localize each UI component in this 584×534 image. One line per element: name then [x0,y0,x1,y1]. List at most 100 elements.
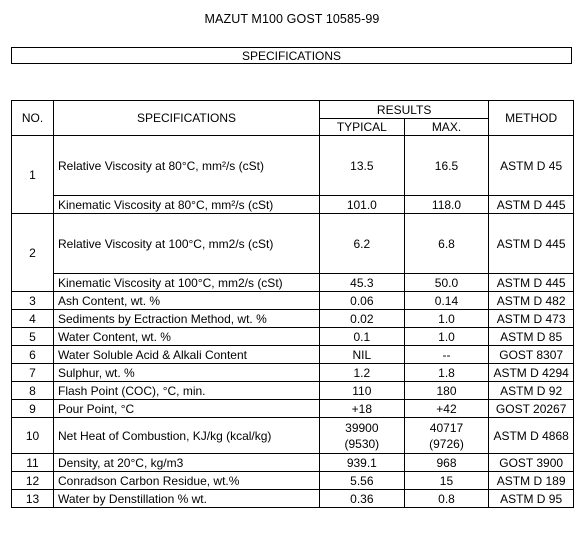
row-max: 15 [403,471,490,490]
table-row: 12 Conradson Carbon Residue, wt.% 5.56 1… [11,471,574,490]
row-max: 40717 (9726) [403,417,490,454]
header-typical: TYPICAL [319,118,405,136]
row-typical-kcal: (9530) [344,436,380,451]
table-row: 13 Water by Denstillation % wt. 0.36 0.8… [11,489,574,508]
row-method: GOST 20267 [488,399,574,418]
row-max: 0.8 [403,489,490,508]
table-row: Kinematic Viscosity at 100°C, mm2/s (cSt… [12,273,574,292]
row-typical: +18 [319,399,405,418]
row-method: ASTM D 482 [488,291,574,310]
row-max-kcal: (9726) [429,436,464,451]
row-max: 6.8 [403,213,490,274]
row-typical: 6.2 [319,213,405,274]
row-method: ASTM D 445 [488,213,574,274]
row-spec: Conradson Carbon Residue, wt.% [53,471,320,490]
row-method: ASTM D 92 [488,381,574,400]
table-row: 11 Density, at 20°C, kg/m3 939.1 968 GOS… [11,453,574,472]
row-typical: 45.3 [319,273,405,292]
header-method: METHOD [488,100,574,136]
row-no: 8 [11,381,54,400]
row-typical: 1.2 [319,363,405,382]
row-spec: Water Soluble Acid & Alkali Content [53,345,320,364]
row-typical: 101.0 [319,195,405,214]
row-typical: 0.36 [319,489,405,508]
row-typical: 5.56 [319,471,405,490]
row-no: 7 [11,363,54,382]
row-spec: Flash Point (COC), °C, min. [53,381,320,400]
row-max: 0.14 [403,291,490,310]
section-header: SPECIFICATIONS [11,47,572,64]
row-no: 4 [11,309,54,328]
row-method: ASTM D 85 [488,327,574,346]
row-spec: Relative Viscosity at 100°C, mm2/s (cSt) [53,213,320,274]
row-max: 180 [403,381,490,400]
row-typical: 939.1 [319,453,405,472]
row-method: ASTM D 45 [488,135,574,196]
row-no: 13 [11,489,54,508]
table-row: 2 Relative Viscosity at 100°C, mm2/s (cS… [11,213,574,292]
row-spec: Relative Viscosity at 80°C, mm²/s (cSt) [53,135,320,196]
table-row: 6 Water Soluble Acid & Alkali Content NI… [11,345,574,364]
row-typical: 0.06 [319,291,405,310]
header-max: MAX. [403,118,490,136]
row-spec: Water by Denstillation % wt. [53,489,320,508]
row-typical: 39900 (9530) [319,417,405,454]
row-no: 1 [11,135,54,214]
table-row: 10 Net Heat of Combustion, KJ/kg (kcal/k… [11,417,574,454]
table-row: 9 Pour Point, °C +18 +42 GOST 20267 [11,399,574,418]
table-row: 1 Relative Viscosity at 80°C, mm²/s (cSt… [11,135,574,214]
row-typical-kj: 39900 [345,420,379,435]
table-row: 8 Flash Point (COC), °C, min. 110 180 AS… [11,381,574,400]
row-method: ASTM D 4294 [488,363,574,382]
row-typical: NIL [319,345,405,364]
row-max: -- [403,345,490,364]
row-max-kj: 40717 [429,420,464,435]
header-specifications: SPECIFICATIONS [53,100,320,136]
row-spec: Ash Content, wt. % [53,291,320,310]
header-no: NO. [11,100,54,136]
row-spec: Net Heat of Combustion, KJ/kg (kcal/kg) [53,417,320,454]
row-spec: Kinematic Viscosity at 80°C, mm²/s (cSt) [53,195,320,214]
row-max: +42 [403,399,490,418]
table-header-row: NO. SPECIFICATIONS RESULTS METHOD [11,100,574,136]
row-method: ASTM D 189 [488,471,574,490]
header-results: RESULTS [318,100,490,119]
table-row: 4 Sediments by Ectraction Method, wt. % … [11,309,574,328]
row-no: 3 [11,291,54,310]
row-max: 968 [403,453,490,472]
row-no: 5 [11,327,54,346]
specifications-table: NO. SPECIFICATIONS RESULTS METHOD TYPICA… [11,100,574,508]
row-max: 1.0 [403,309,490,328]
table-row: 5 Water Content, wt. % 0.1 1.0 ASTM D 85 [11,327,574,346]
row-spec: Density, at 20°C, kg/m3 [53,453,320,472]
row-typical: 13.5 [319,135,405,196]
row-method: GOST 3900 [488,453,574,472]
row-spec: Kinematic Viscosity at 100°C, mm2/s (cSt… [53,273,320,292]
row-method: ASTM D 4868 [488,417,574,454]
row-spec: Water Content, wt. % [53,327,320,346]
row-no: 10 [11,417,54,454]
table-row: 3 Ash Content, wt. % 0.06 0.14 ASTM D 48… [11,291,574,310]
row-method: ASTM D 445 [488,195,574,214]
row-max: 1.0 [403,327,490,346]
row-typical: 110 [319,381,405,400]
row-method: ASTM D 473 [488,309,574,328]
table-row: 7 Sulphur, wt. % 1.2 1.8 ASTM D 4294 [11,363,574,382]
row-spec: Pour Point, °C [53,399,320,418]
row-max: 1.8 [403,363,490,382]
row-method: ASTM D 95 [488,489,574,508]
row-spec: Sediments by Ectraction Method, wt. % [53,309,320,328]
table-row: Kinematic Viscosity at 80°C, mm²/s (cSt)… [12,195,574,214]
row-no: 2 [11,213,54,292]
row-max: 118.0 [403,195,490,214]
row-max: 16.5 [403,135,490,196]
row-no: 12 [11,471,54,490]
document-title: MAZUT M100 GOST 10585-99 [204,12,380,26]
row-method: ASTM D 445 [488,273,574,292]
row-no: 9 [11,399,54,418]
row-no: 6 [11,345,54,364]
row-no: 11 [11,453,54,472]
row-method: GOST 8307 [488,345,574,364]
row-max: 50.0 [403,273,490,292]
row-spec: Sulphur, wt. % [53,363,320,382]
